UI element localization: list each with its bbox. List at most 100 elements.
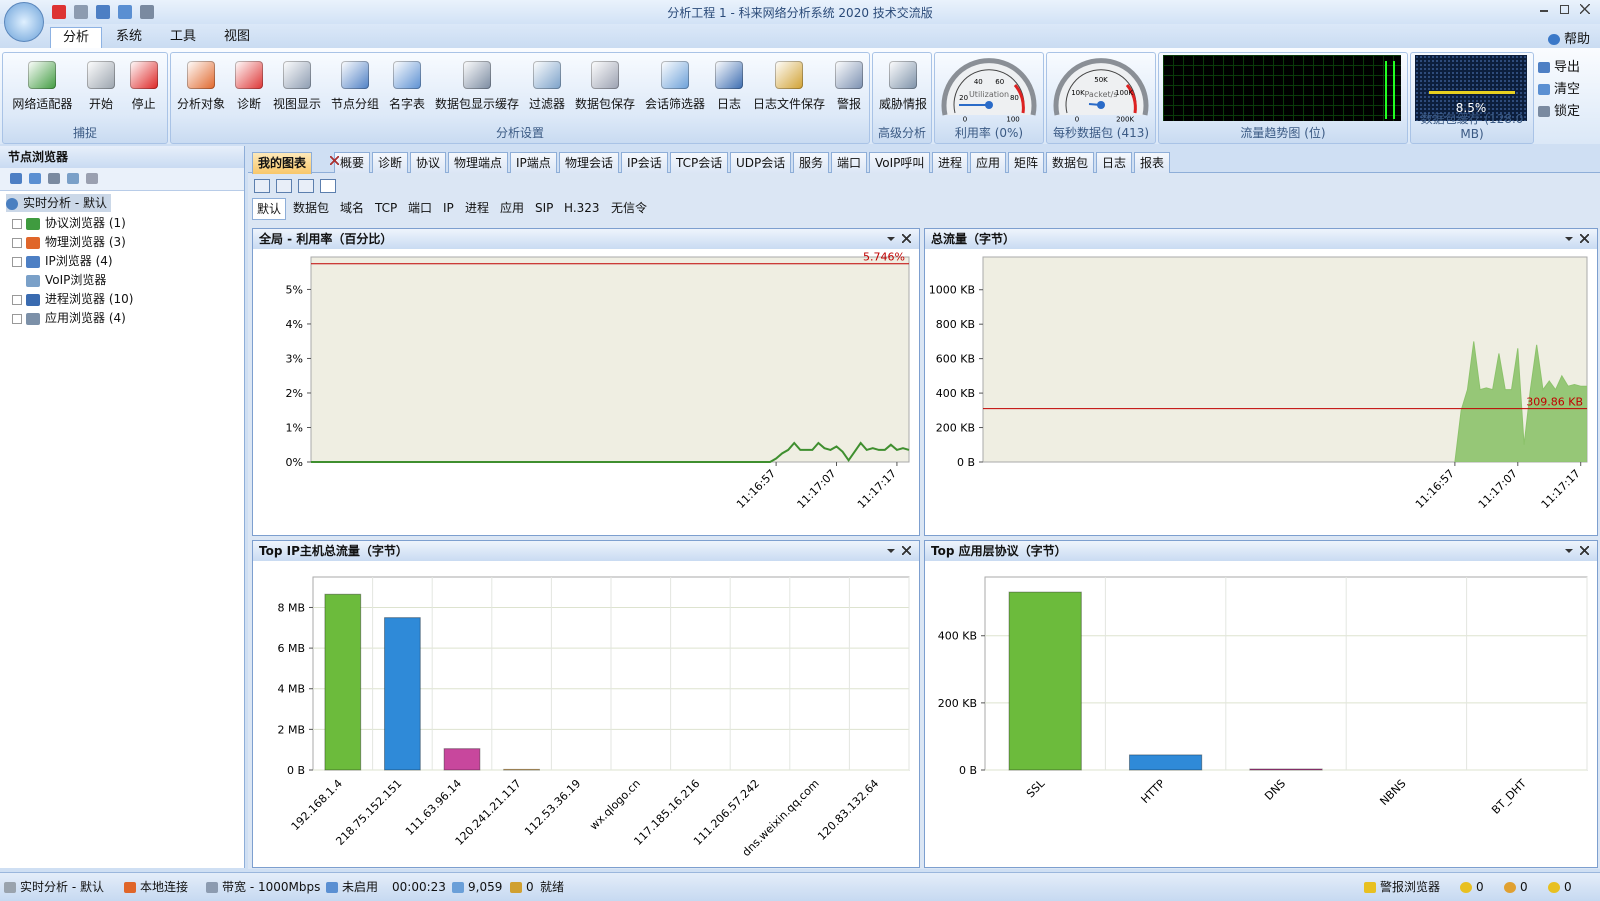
sub-tab[interactable]: 进程 [465,201,490,215]
tree-item[interactable]: 进程浏览器 (10) [0,290,133,308]
alert-browser[interactable]: 警报浏览器 [1364,879,1440,895]
dial-number: 0 [963,115,967,123]
ribbon-button[interactable]: 诊断 [231,57,267,112]
ribbon-button[interactable]: 网络适配器 [8,57,76,112]
ribbon-button[interactable]: 会话筛选器 [641,57,709,112]
sub-tab[interactable]: IP [443,201,454,215]
view-toolbar-icon[interactable] [276,179,292,193]
sub-tab[interactable]: 默认 [252,198,287,220]
ribbon-button[interactable]: 威胁情报 [875,57,931,112]
panel-menu[interactable] [1565,549,1573,557]
tree-item[interactable]: IP浏览器 (4) [0,252,113,270]
sub-tab[interactable]: SIP [535,201,554,215]
ribbon-button[interactable]: 分析对象 [173,57,229,112]
panel-menu[interactable] [887,549,895,557]
view-tab[interactable]: UDP会话 [730,152,792,173]
view-tab[interactable]: 协议 [410,152,447,173]
group-label: 分析设置 [495,126,544,140]
x-tick-label: 120.241.21.117 [453,777,524,848]
panel-menu[interactable] [1565,237,1573,245]
side-button[interactable]: 清空 [1538,78,1580,97]
quick-access-button[interactable] [74,5,88,19]
button-label: 节点分组 [330,97,379,111]
panel-close[interactable] [1580,546,1589,555]
panel-menu[interactable] [887,237,895,245]
minimize[interactable] [1540,10,1548,12]
view-tab[interactable]: TCP会话 [670,152,729,173]
help-button[interactable]: 帮助 [1547,28,1590,47]
ribbon-button[interactable]: 视图显示 [269,57,325,112]
view-tab[interactable]: 端口 [831,152,868,173]
tab-close[interactable] [330,156,339,165]
side-button[interactable]: 导出 [1538,56,1580,75]
dial-number: 60 [995,78,1004,86]
ribbon-button[interactable]: 节点分组 [327,57,383,112]
view-toolbar-icon[interactable] [298,179,314,193]
ribbon-button[interactable]: 开始 [83,57,119,112]
ribbon-button[interactable]: 数据包保存 [571,57,639,112]
status-bar: 实时分析 - 默认 本地连接 带宽 - 1000Mbps 未启用 00:00:23 9,0… [0,872,1600,901]
panel-close[interactable] [902,546,911,555]
ribbon-button[interactable]: 停止 [126,57,162,112]
quick-access-button[interactable] [140,5,154,19]
ribbon-button[interactable]: 警报 [831,57,867,112]
menu-tab[interactable]: 工具 [170,29,197,44]
quick-access-button[interactable] [52,5,66,19]
view-tab[interactable]: 数据包 [1046,152,1095,173]
view-toolbar-icon[interactable] [320,179,336,193]
toolbar-icon[interactable] [29,173,41,184]
view-tab[interactable]: 概要 [334,152,371,173]
menu-tab[interactable]: 视图 [224,29,251,44]
status-item: 0 [510,879,534,895]
view-tab[interactable]: 报表 [1134,152,1171,173]
view-toolbar-icon[interactable] [254,179,270,193]
sub-tab[interactable]: 应用 [500,201,525,215]
sub-tab[interactable]: H.323 [564,201,600,215]
ribbon-button[interactable]: 日志 [711,57,747,112]
view-tab[interactable]: VoIP呼叫 [869,152,931,173]
panel-close[interactable] [1580,234,1589,243]
sub-tab[interactable]: TCP [375,201,398,215]
view-tab[interactable]: 物理会话 [559,152,620,173]
quick-access-button[interactable] [118,5,132,19]
reference-label: 309.86 KB [1526,396,1583,409]
sub-tab[interactable]: 域名 [340,201,365,215]
button-icon [714,61,743,89]
side-button[interactable]: 锁定 [1538,100,1580,119]
tree-item[interactable]: 协议浏览器 (1) [0,214,126,232]
maximize[interactable] [1560,5,1569,14]
view-tab[interactable]: 服务 [793,152,830,173]
tree-item[interactable]: 应用浏览器 (4) [0,309,126,327]
quick-access-button[interactable] [96,5,110,19]
tree-item[interactable]: 物理浏览器 (3) [0,233,126,251]
ribbon-button[interactable]: 名字表 [385,57,429,112]
view-tab[interactable]: 进程 [932,152,969,173]
toolbar-icon[interactable] [10,173,22,184]
ribbon-group: 威胁情报 高级分析 [872,52,932,144]
view-tab[interactable]: 矩阵 [1008,152,1045,173]
ribbon-button[interactable]: 过滤器 [525,57,569,112]
view-tab[interactable]: 日志 [1096,152,1133,173]
sub-tab[interactable]: 端口 [408,201,433,215]
toolbar-icon[interactable] [67,173,79,184]
sub-tab[interactable]: 无信令 [611,201,648,215]
tree-item[interactable]: VoIP浏览器 [0,271,106,289]
sub-tab[interactable]: 数据包 [293,201,330,215]
view-tab[interactable]: 诊断 [372,152,409,173]
app-orb[interactable] [4,2,44,42]
menu-tab[interactable]: 分析 [50,27,103,48]
close[interactable] [1580,4,1590,14]
tree-root[interactable]: 实时分析 - 默认 [6,194,111,212]
view-tab[interactable]: 应用 [970,152,1007,173]
view-tab[interactable]: 我的图表 [252,152,313,174]
view-tab[interactable]: IP端点 [510,152,557,173]
view-tab[interactable]: IP会话 [621,152,668,173]
toolbar-icon[interactable] [86,173,98,184]
ribbon-button[interactable]: 数据包显示缓存 [431,57,523,112]
menu-tab[interactable]: 系统 [116,29,143,44]
ribbon-button[interactable]: 日志文件保存 [749,57,829,112]
panel-close[interactable] [902,234,911,243]
view-tab[interactable]: 物理端点 [448,152,509,173]
toolbar-icon[interactable] [48,173,60,184]
y-tick-label: 0 B [957,456,975,469]
